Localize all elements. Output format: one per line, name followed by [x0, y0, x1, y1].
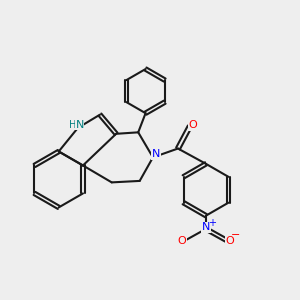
- Text: O: O: [177, 236, 186, 246]
- Text: O: O: [188, 120, 197, 130]
- Text: N: N: [152, 149, 160, 159]
- Text: O: O: [226, 236, 235, 246]
- Text: N: N: [202, 222, 210, 233]
- Text: +: +: [208, 218, 216, 228]
- Text: N: N: [75, 120, 84, 130]
- Text: −: −: [231, 230, 240, 240]
- Text: H: H: [69, 120, 76, 130]
